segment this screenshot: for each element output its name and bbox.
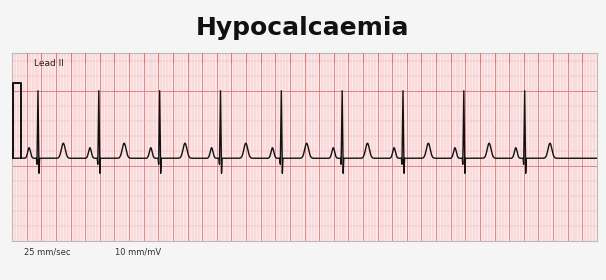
Text: Lead II: Lead II	[34, 59, 64, 68]
Text: 10 mm/mV: 10 mm/mV	[115, 248, 161, 256]
Text: 25 mm/sec: 25 mm/sec	[24, 248, 71, 256]
Text: Hypocalcaemia: Hypocalcaemia	[196, 16, 410, 40]
